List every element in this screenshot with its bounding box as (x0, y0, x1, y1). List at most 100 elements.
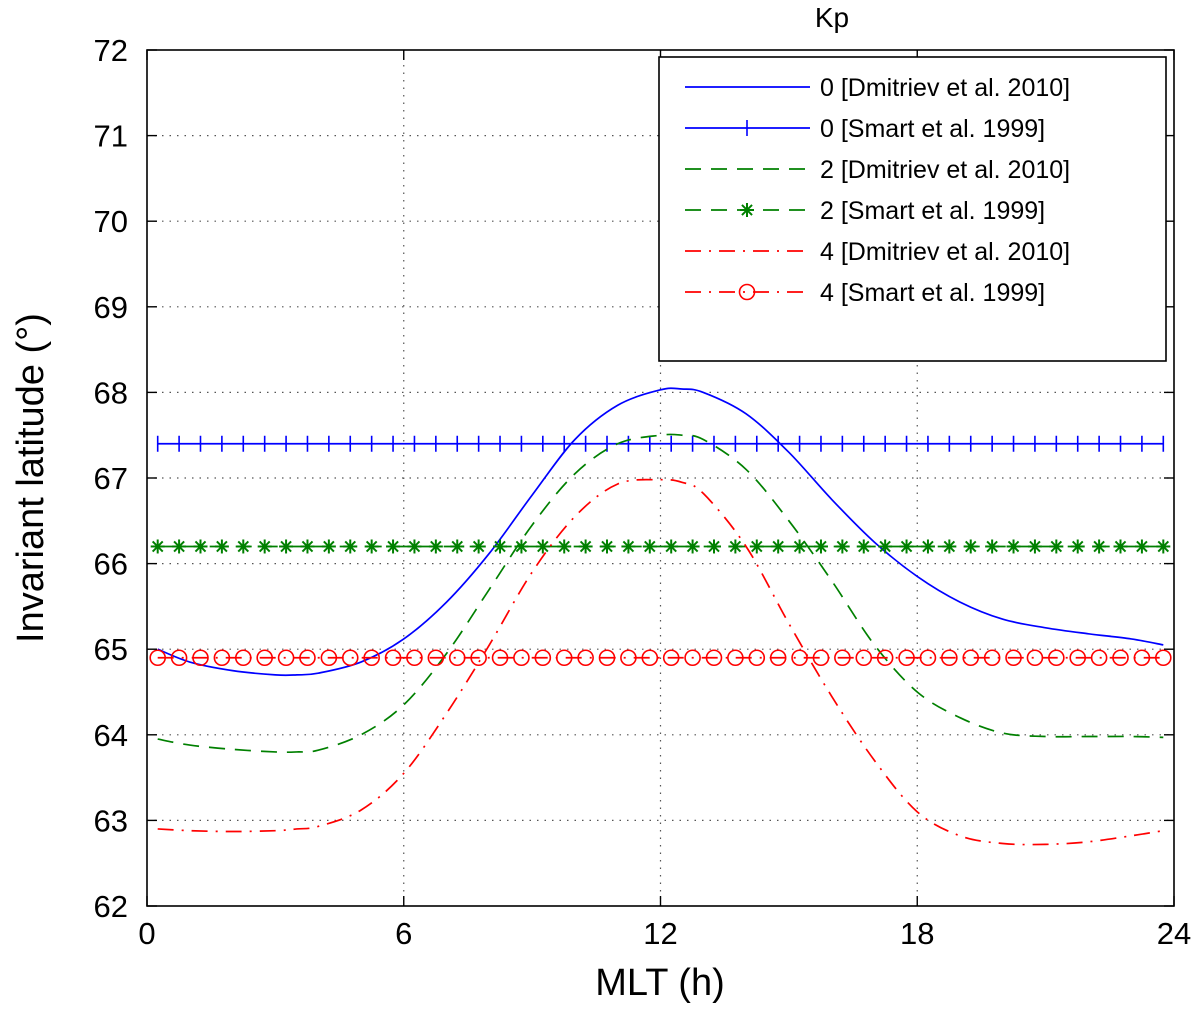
circle-marker (448, 649, 466, 667)
circle-marker (299, 649, 316, 667)
asterisk-marker (899, 539, 914, 554)
legend-label: 4 [Smart et al. 1999] (820, 279, 1045, 307)
series-3 (150, 539, 1171, 554)
asterisk-stroke (686, 540, 699, 553)
asterisk-stroke (858, 540, 870, 553)
asterisk-stroke (741, 204, 753, 216)
asterisk-marker (1006, 539, 1021, 554)
asterisk-stroke (922, 540, 934, 553)
asterisk-marker (279, 539, 294, 554)
asterisk-marker (257, 539, 272, 554)
circle-marker (983, 649, 1001, 667)
asterisk-stroke (173, 540, 185, 553)
asterisk-marker (813, 539, 828, 554)
circle-marker (919, 649, 937, 667)
asterisk-marker (150, 539, 165, 554)
circle-marker (149, 649, 166, 667)
asterisk-marker (664, 539, 679, 554)
asterisk-marker (514, 539, 529, 554)
y-tick-label: 66 (94, 547, 128, 582)
legend-label: 2 [Smart et al. 1999] (820, 197, 1045, 225)
circle-marker (876, 649, 894, 667)
asterisk-marker (1070, 539, 1085, 554)
asterisk-stroke (1114, 540, 1127, 553)
asterisk-stroke (579, 540, 592, 553)
circle-marker (812, 649, 830, 667)
asterisk-stroke (729, 540, 742, 553)
circle-marker (491, 649, 509, 667)
asterisk-marker (749, 539, 764, 554)
circle-marker (534, 649, 552, 667)
y-tick-label: 69 (94, 290, 128, 325)
asterisk-stroke (1007, 540, 1020, 553)
asterisk-marker (236, 539, 251, 554)
asterisk-stroke (451, 540, 463, 553)
asterisk-stroke (515, 540, 528, 553)
y-tick-label: 62 (94, 889, 128, 924)
circle-marker (277, 649, 295, 667)
circle-marker (1005, 649, 1022, 667)
y-tick-label: 67 (94, 461, 128, 496)
asterisk-stroke (237, 540, 250, 553)
series-line (157, 387, 1164, 677)
circle-marker (406, 649, 423, 667)
asterisk-stroke (323, 540, 335, 553)
asterisk-marker (1156, 539, 1171, 554)
asterisk-stroke (408, 540, 421, 553)
asterisk-marker (343, 539, 358, 554)
asterisk-stroke (430, 540, 442, 553)
asterisk-stroke (365, 540, 378, 553)
asterisk-stroke (1136, 540, 1148, 553)
asterisk-stroke (387, 540, 399, 553)
asterisk-marker (386, 539, 401, 554)
asterisk-stroke (622, 540, 635, 553)
circle-marker (341, 649, 359, 667)
circle-marker (363, 649, 380, 667)
asterisk-stroke (644, 540, 656, 553)
asterisk-stroke (151, 540, 164, 553)
asterisk-stroke (472, 540, 485, 553)
y-tick-label: 65 (94, 632, 128, 667)
asterisk-stroke (815, 540, 827, 553)
asterisk-marker (728, 539, 743, 554)
asterisk-marker (600, 539, 615, 554)
y-tick-label: 63 (94, 803, 128, 838)
legend: 0 [Dmitriev et al. 2010] 0 [Smart et al. … (658, 56, 1167, 362)
asterisk-marker (985, 539, 1000, 554)
series-2 (157, 433, 1164, 754)
circle-marker (555, 649, 573, 667)
asterisk-marker (321, 539, 336, 554)
circle-marker (427, 649, 445, 667)
circle-marker (256, 649, 273, 667)
circle-marker (320, 649, 338, 667)
asterisk-stroke (1029, 540, 1041, 553)
asterisk-marker (920, 539, 935, 554)
circle-marker (962, 649, 980, 667)
legend-label: 0 [Dmitriev et al. 2010] (820, 74, 1070, 102)
circle-marker (577, 649, 594, 667)
circle-marker (1069, 649, 1087, 667)
asterisk-marker (535, 539, 550, 554)
asterisk-stroke (665, 540, 677, 553)
asterisk-marker (300, 539, 315, 554)
asterisk-stroke (836, 540, 849, 553)
asterisk-stroke (494, 540, 506, 553)
x-tick-label: 6 (395, 916, 412, 951)
asterisk-marker (1113, 539, 1128, 554)
legend-label: 4 [Dmitriev et al. 2010] (820, 238, 1070, 266)
circle-marker (1155, 649, 1172, 667)
circle-marker (662, 649, 680, 667)
asterisk-stroke (301, 540, 314, 553)
circle-marker (727, 649, 744, 667)
y-tick-label: 68 (94, 375, 128, 410)
x-axis-label: MLT (h) (595, 962, 725, 1004)
y-tick-label: 64 (94, 718, 128, 753)
asterisk-stroke (751, 540, 763, 553)
circle-marker (192, 649, 209, 667)
asterisk-marker (1049, 539, 1064, 554)
asterisk-stroke (601, 540, 613, 553)
asterisk-marker (1027, 539, 1042, 554)
circle-marker (170, 649, 188, 667)
asterisk-stroke (879, 540, 891, 553)
